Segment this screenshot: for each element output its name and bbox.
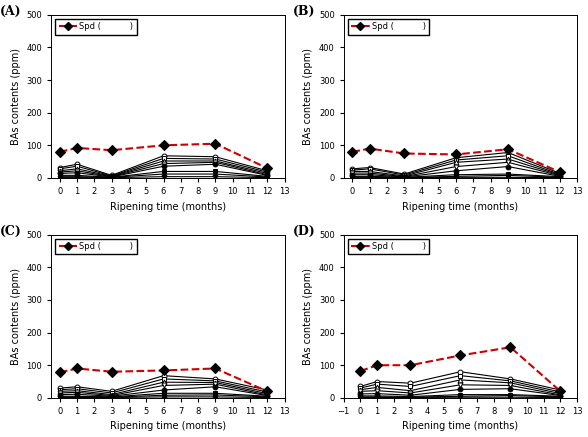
Y-axis label: BAs contents (ppm): BAs contents (ppm) [303,48,313,145]
Legend: Spd (           ): Spd ( ) [348,19,429,35]
X-axis label: Ripening time (months): Ripening time (months) [110,421,226,431]
Y-axis label: BAs contents (ppm): BAs contents (ppm) [303,268,313,365]
Legend: Spd (           ): Spd ( ) [348,239,429,254]
Text: (D): (D) [292,225,315,238]
Y-axis label: BAs contents (ppm): BAs contents (ppm) [11,268,21,365]
Text: (C): (C) [0,225,22,238]
X-axis label: Ripening time (months): Ripening time (months) [402,201,519,212]
Text: (A): (A) [0,5,21,18]
Text: (B): (B) [292,5,315,18]
Y-axis label: BAs contents (ppm): BAs contents (ppm) [11,48,21,145]
Legend: Spd (           ): Spd ( ) [55,239,137,254]
X-axis label: Ripening time (months): Ripening time (months) [402,421,519,431]
X-axis label: Ripening time (months): Ripening time (months) [110,201,226,212]
Legend: Spd (           ): Spd ( ) [55,19,137,35]
